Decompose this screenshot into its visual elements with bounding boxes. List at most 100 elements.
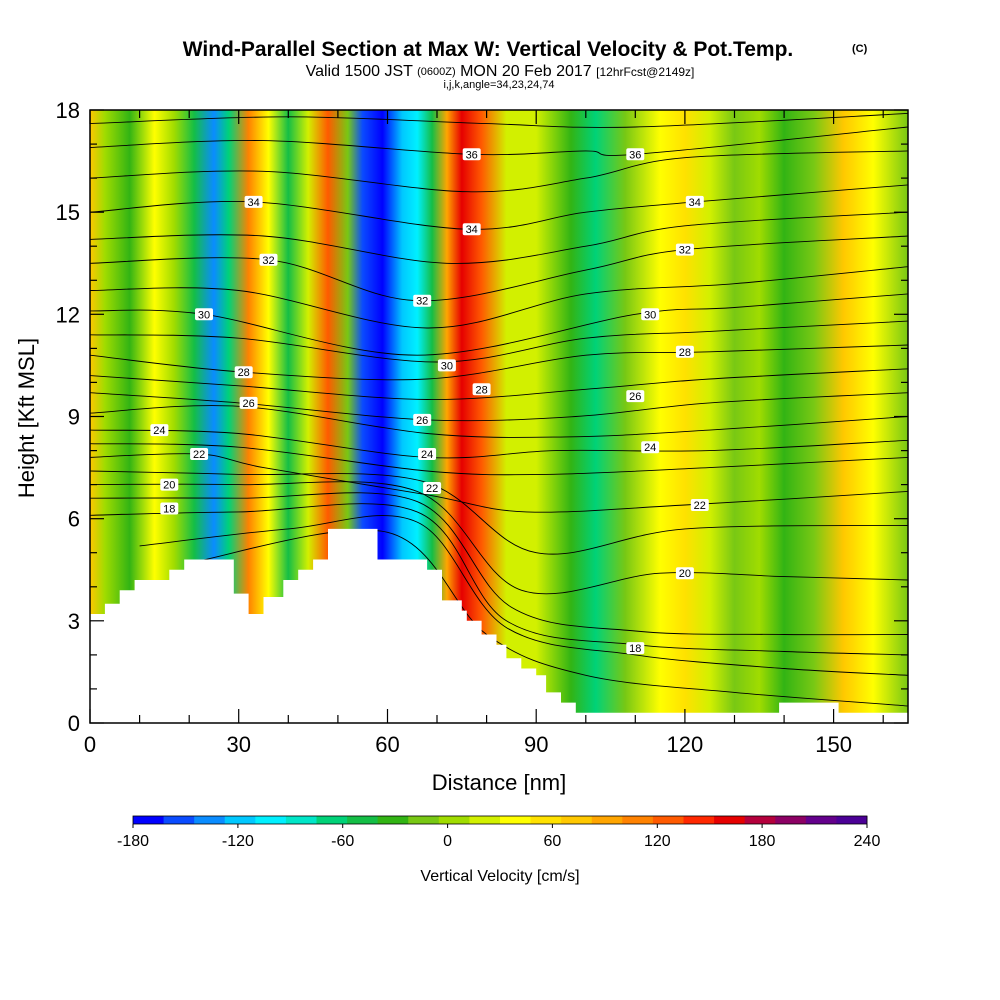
theta-label-extra-5: 24 — [418, 448, 437, 461]
theta-contour-24 — [90, 429, 908, 459]
colorbar-swatch-19 — [714, 816, 746, 824]
theta-label-32-text: 32 — [262, 255, 274, 267]
colorbar-swatch-5 — [285, 816, 317, 824]
theta-label-extra-8-bg — [685, 195, 704, 208]
theta-label-24-text: 24 — [153, 425, 165, 437]
theta-label-extra-9: 32 — [675, 243, 694, 257]
theta-label-extra-15: 20 — [675, 567, 694, 580]
theta-contour-31 — [90, 266, 908, 329]
theta-label-extra-13: 24 — [641, 441, 660, 454]
x-axis-label: Distance [nm] — [432, 770, 567, 795]
colorbar-swatch-8 — [377, 816, 409, 824]
theta-label-20: 20 — [160, 478, 179, 492]
theta-label-18: 18 — [160, 502, 179, 516]
theta-label-extra-10-text: 30 — [644, 309, 656, 321]
y-tick-label-12: 12 — [56, 302, 80, 327]
theta-label-26-text: 26 — [242, 398, 254, 410]
colorbar-label-240: 240 — [854, 833, 881, 850]
theta-label-24-bg — [150, 424, 169, 437]
theta-label-extra-7-bg — [626, 148, 645, 161]
theta-label-extra-8-text: 34 — [689, 197, 701, 209]
theta-label-24: 24 — [150, 424, 169, 437]
colorbar-label-120: 120 — [644, 833, 671, 850]
theta-label-22-text: 22 — [193, 449, 205, 461]
colorbar-swatch-14 — [561, 816, 593, 824]
theta-contour-20 — [90, 481, 908, 595]
theta-label-extra-12: 26 — [626, 390, 645, 403]
theta-label-extra-11-bg — [675, 345, 694, 358]
theta-contour-36 — [90, 126, 908, 156]
colorbar-swatch-3 — [224, 816, 256, 824]
theta-label-18-text: 18 — [163, 504, 175, 516]
colorbar-label--60: -60 — [331, 833, 354, 850]
x-tick-label-30: 30 — [226, 732, 250, 757]
y-axis-label: Height [Kft MSL] — [14, 338, 39, 498]
forecast-info: [12hrFcst@2149z] — [596, 65, 694, 79]
colorbar-swatch-0 — [133, 816, 164, 824]
theta-label-28-bg — [234, 366, 253, 379]
theta-contour-33 — [90, 211, 908, 264]
x-tick-label-0: 0 — [84, 732, 96, 757]
valid-date: MON 20 Feb 2017 — [460, 63, 592, 80]
theta-label-extra-0-text: 34 — [466, 224, 478, 236]
colorbar-swatch-23 — [836, 816, 868, 824]
theta-label-extra-6-bg — [423, 482, 442, 494]
x-tick-label-150: 150 — [815, 732, 852, 757]
theta-contour-labels: 18 20 22 24 26 28 30 32 34 36 34 32 30 28 26 24 22 36 34 32… — [150, 148, 709, 655]
y-tick-label-9: 9 — [68, 405, 80, 430]
theta-label-18-bg — [160, 502, 179, 515]
colorbar-swatch-16 — [622, 816, 654, 824]
theta-label-32: 32 — [259, 253, 278, 267]
theta-label-extra-3-text: 28 — [475, 384, 487, 396]
theta-label-extra-4: 26 — [413, 413, 432, 427]
colorbar-swatch-11 — [469, 816, 501, 824]
theta-contour-27 — [90, 368, 908, 400]
theta-label-32-bg — [259, 253, 278, 266]
y-tick-label-0: 0 — [68, 711, 80, 736]
colorbar-swatch-1 — [163, 816, 195, 824]
theta-label-extra-2-text: 30 — [441, 360, 453, 372]
theta-label-20-text: 20 — [163, 480, 175, 492]
x-tick-label-120: 120 — [667, 732, 704, 757]
theta-contour-23 — [90, 443, 908, 476]
theta-label-extra-7: 36 — [626, 148, 645, 161]
theta-label-extra-14-bg — [690, 499, 709, 511]
theta-contour-19 — [90, 492, 908, 636]
theta-label-20-bg — [160, 478, 179, 491]
theta-label-extra-9-text: 32 — [679, 245, 691, 257]
colorbar-label-180: 180 — [749, 833, 776, 850]
theta-label-extra-4-text: 26 — [416, 415, 428, 427]
y-tick-label-3: 3 — [68, 609, 80, 634]
theta-label-extra-10-bg — [641, 308, 660, 321]
theta-label-extra-0-bg — [462, 223, 481, 236]
theta-contour-26 — [90, 392, 908, 422]
chart-subtitle: Valid 1500 JST (0600Z) MON 20 Feb 2017 [… — [306, 62, 695, 80]
x-tick-label-90: 90 — [524, 732, 548, 757]
theta-label-34: 34 — [244, 195, 263, 209]
theta-contours — [90, 112, 908, 707]
theta-label-extra-14-text: 22 — [694, 500, 706, 512]
theta-label-extra-12-bg — [626, 390, 645, 403]
theta-label-22-bg — [190, 448, 209, 460]
theta-contour-21 — [90, 470, 908, 555]
colorbar-swatch-4 — [255, 816, 287, 824]
colorbar-swatch-21 — [775, 816, 807, 824]
colorbar-swatch-2 — [194, 816, 226, 824]
theta-label-28: 28 — [234, 366, 253, 379]
theta-label-extra-10: 30 — [641, 308, 660, 321]
theta-label-extra-4-bg — [413, 413, 432, 426]
colorbar-swatch-13 — [530, 816, 562, 824]
theta-label-extra-2: 30 — [437, 359, 456, 372]
theta-label-26: 26 — [239, 396, 258, 410]
colorbar: -180 -120 -60 0 60 120 180 240 — [117, 815, 881, 850]
theta-label-extra-9-bg — [675, 243, 694, 256]
colorbar-label-0: 0 — [443, 833, 452, 850]
theta-label-30: 30 — [195, 308, 213, 321]
theta-label-28-text: 28 — [238, 367, 250, 379]
theta-label-30-bg — [195, 308, 213, 321]
colorbar-swatch-12 — [500, 816, 531, 824]
theta-contour-32 — [90, 235, 908, 302]
theta-label-26-bg — [239, 396, 258, 409]
theta-label-extra-13-text: 24 — [644, 442, 656, 454]
theta-label-30-text: 30 — [198, 309, 210, 321]
